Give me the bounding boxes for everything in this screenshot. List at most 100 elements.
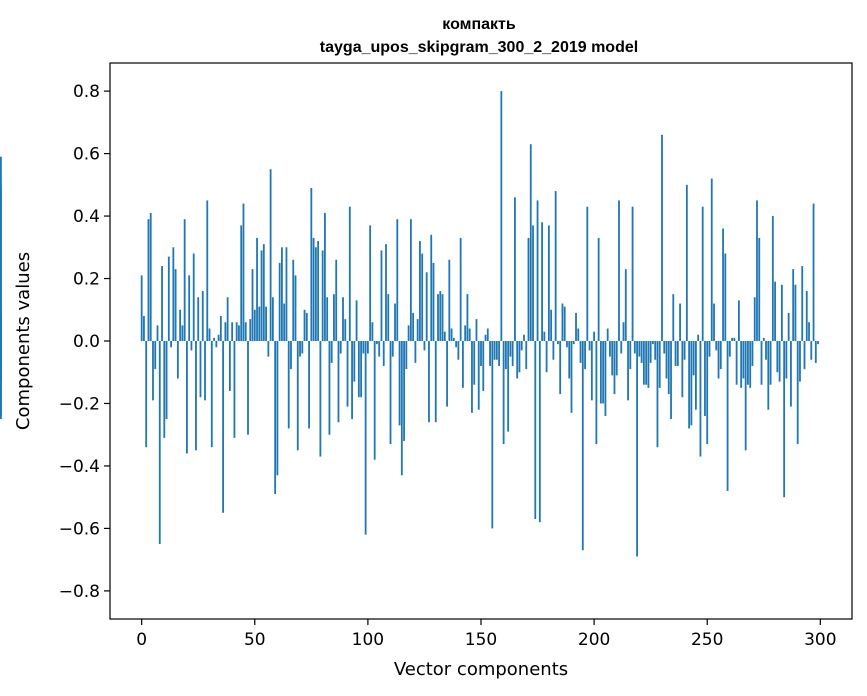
bar-181 (550, 309, 553, 341)
bar-260 (728, 341, 731, 357)
bar-116 (403, 341, 405, 441)
bar-45 (242, 203, 245, 341)
bar-299 (817, 341, 819, 345)
bar-201 (595, 341, 598, 445)
bar-213 (622, 322, 625, 341)
bar-142 (462, 341, 464, 388)
bar-218 (633, 341, 636, 354)
bar-148 (475, 319, 478, 341)
bar-207 (609, 341, 611, 357)
bar-117 (405, 341, 408, 370)
bar-175 (536, 200, 539, 341)
x-tick-label: 250 (691, 630, 723, 650)
bar-237 (676, 341, 679, 366)
bar-130 (434, 341, 437, 423)
bar-248 (701, 206, 704, 341)
bar-169 (523, 334, 525, 341)
bar-111 (391, 341, 394, 357)
y-axis-label: Components values (13, 252, 34, 430)
bar-164 (511, 341, 514, 366)
bar-4 (149, 212, 152, 341)
bar-44 (240, 225, 243, 341)
bar-68 (294, 275, 297, 341)
bar-159 (500, 91, 503, 341)
y-tick-label: 0.6 (73, 145, 100, 165)
bar-93 (351, 341, 353, 420)
bar-194 (579, 341, 582, 363)
bar-223 (645, 341, 648, 385)
bar-177 (541, 222, 543, 341)
bar-208 (611, 341, 614, 376)
bar-9 (161, 266, 163, 341)
bar-263 (735, 341, 738, 385)
bar-127 (428, 341, 430, 423)
bar-215 (627, 341, 629, 401)
bar-266 (742, 341, 745, 379)
bar-39 (228, 341, 231, 391)
bar-13 (170, 341, 172, 348)
bar-229 (658, 341, 661, 388)
bar-146 (471, 341, 473, 413)
bar-200 (593, 331, 596, 341)
x-tick-label: 0 (136, 630, 147, 650)
bar-83 (328, 341, 331, 435)
bar-96 (357, 341, 360, 398)
bar-246 (697, 334, 700, 341)
bar-94 (353, 341, 356, 382)
bar-221 (640, 341, 643, 363)
bar-191 (572, 341, 575, 345)
bar-88 (339, 341, 342, 354)
bar-115 (400, 341, 403, 476)
bar-42 (235, 322, 238, 341)
bar-249 (704, 341, 706, 416)
x-tick-label: 50 (244, 630, 266, 650)
bar-73 (305, 312, 308, 341)
bar-210 (615, 341, 618, 376)
bar-235 (672, 294, 675, 341)
bar-158 (498, 341, 500, 366)
bar-120 (412, 312, 415, 341)
bar-250 (706, 341, 709, 445)
chart-subtitle: tayga_upos_skipgram_300_2_2019 model (320, 39, 638, 56)
bar-89 (342, 297, 344, 341)
bar-264 (737, 300, 740, 341)
bar-228 (656, 341, 659, 448)
bar-214 (624, 269, 627, 341)
bar-283 (780, 284, 783, 341)
bar-134 (443, 331, 446, 341)
bar-1 (143, 316, 145, 341)
bar-34 (217, 334, 220, 341)
bar-91 (346, 341, 349, 407)
bar-64 (285, 247, 288, 341)
bar-198 (588, 341, 591, 351)
bar-160 (502, 341, 505, 445)
bar-56 (267, 341, 270, 357)
bar-257 (722, 228, 724, 341)
bar-37 (224, 322, 227, 341)
bar-52 (258, 306, 261, 341)
bar-173 (532, 225, 534, 341)
bar-238 (679, 303, 681, 341)
y-tick-label: 0.0 (73, 332, 100, 352)
bar-53 (260, 250, 263, 341)
bar-113 (396, 219, 399, 341)
bar-50 (253, 309, 256, 341)
bar-296 (810, 341, 813, 360)
bar-151 (482, 341, 485, 391)
bar-undefined (0, 341, 2, 382)
bar-54 (262, 244, 265, 341)
bar-234 (670, 341, 672, 420)
bar-144 (466, 294, 469, 341)
bar-220 (638, 341, 641, 357)
bar-87 (337, 341, 340, 423)
bar-35 (219, 316, 222, 341)
x-tick-label: 150 (465, 630, 497, 650)
bar-77 (314, 247, 317, 341)
bar-243 (690, 341, 693, 426)
bar-125 (423, 341, 426, 351)
bar-137 (450, 328, 453, 341)
bar-232 (665, 341, 668, 379)
bar-38 (226, 297, 229, 341)
bar-136 (448, 259, 451, 341)
bar-74 (308, 341, 310, 429)
